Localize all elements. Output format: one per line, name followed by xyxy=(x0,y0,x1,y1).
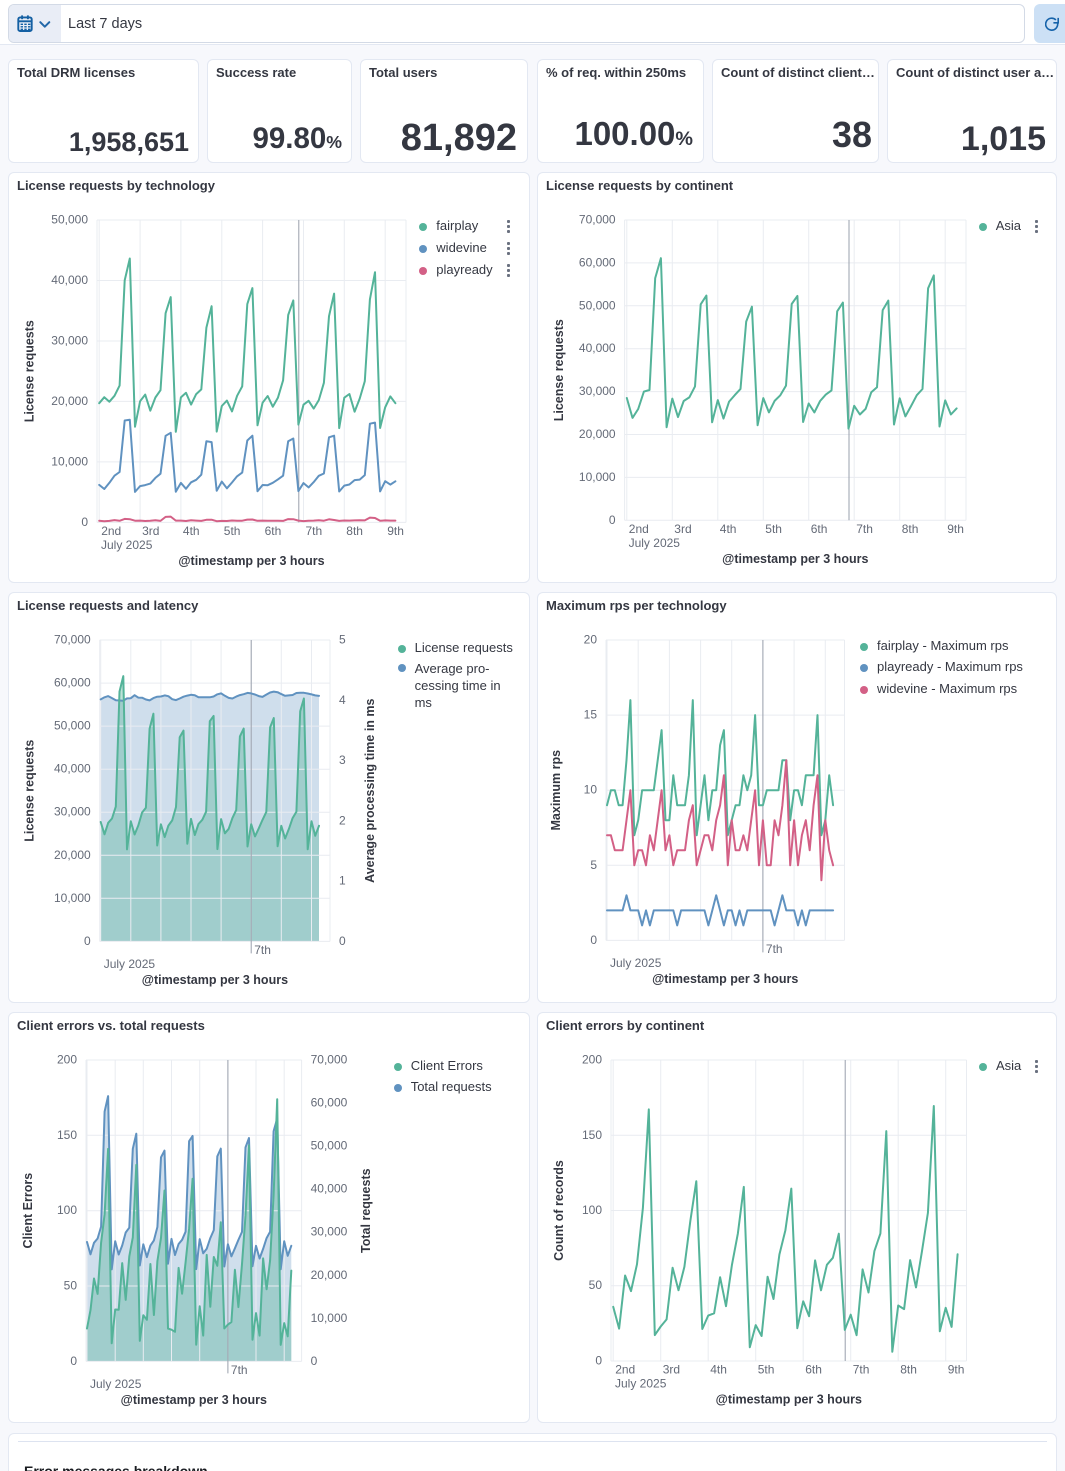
svg-text:6th: 6th xyxy=(265,524,282,538)
svg-text:8th: 8th xyxy=(900,1363,917,1377)
svg-text:70,000: 70,000 xyxy=(579,213,616,227)
svg-text:40,000: 40,000 xyxy=(579,341,616,355)
svg-text:4th: 4th xyxy=(710,1363,727,1377)
svg-text:10,000: 10,000 xyxy=(54,891,91,905)
svg-text:70,000: 70,000 xyxy=(311,1053,348,1067)
svg-text:License requests: License requests xyxy=(23,320,37,422)
svg-text:7th: 7th xyxy=(853,1363,870,1377)
svg-text:@timestamp per 3 hours: @timestamp per 3 hours xyxy=(178,554,324,568)
svg-text:2nd: 2nd xyxy=(101,524,121,538)
svg-text:20,000: 20,000 xyxy=(311,1268,348,1282)
svg-text:2: 2 xyxy=(339,813,346,827)
svg-text:5th: 5th xyxy=(758,1363,775,1377)
svg-text:Count of records: Count of records xyxy=(552,1160,566,1261)
svg-text:5: 5 xyxy=(590,858,597,872)
svg-text:@timestamp per 3 hours: @timestamp per 3 hours xyxy=(121,1393,267,1407)
svg-text:200: 200 xyxy=(582,1053,602,1067)
svg-text:0: 0 xyxy=(590,933,597,947)
svg-text:150: 150 xyxy=(582,1128,602,1142)
svg-text:0: 0 xyxy=(609,513,616,527)
svg-text:10,000: 10,000 xyxy=(311,1311,348,1325)
svg-text:Client Errors: Client Errors xyxy=(21,1173,35,1249)
svg-text:July 2025: July 2025 xyxy=(90,1377,142,1391)
svg-text:50: 50 xyxy=(589,1278,603,1292)
svg-text:60,000: 60,000 xyxy=(311,1096,348,1110)
svg-text:30,000: 30,000 xyxy=(579,384,616,398)
svg-text:10,000: 10,000 xyxy=(579,470,616,484)
svg-text:9th: 9th xyxy=(387,524,404,538)
svg-text:Maximum rps: Maximum rps xyxy=(549,750,563,831)
svg-text:8th: 8th xyxy=(902,522,919,536)
svg-text:3: 3 xyxy=(339,753,346,767)
svg-text:7th: 7th xyxy=(231,1363,248,1377)
svg-text:15: 15 xyxy=(584,708,598,722)
svg-text:@timestamp per 3 hours: @timestamp per 3 hours xyxy=(652,972,798,986)
svg-text:9th: 9th xyxy=(948,1363,965,1377)
svg-text:40,000: 40,000 xyxy=(51,273,88,287)
svg-text:2nd: 2nd xyxy=(629,522,649,536)
svg-text:0: 0 xyxy=(339,934,346,948)
svg-text:10,000: 10,000 xyxy=(51,454,88,468)
svg-text:60,000: 60,000 xyxy=(54,676,91,690)
svg-text:@timestamp per 3 hours: @timestamp per 3 hours xyxy=(716,1393,862,1407)
svg-text:5th: 5th xyxy=(224,524,241,538)
svg-text:20,000: 20,000 xyxy=(579,427,616,441)
svg-text:50,000: 50,000 xyxy=(579,298,616,312)
svg-text:30,000: 30,000 xyxy=(311,1225,348,1239)
svg-text:2nd: 2nd xyxy=(615,1363,635,1377)
svg-text:July 2025: July 2025 xyxy=(629,536,681,550)
svg-text:9th: 9th xyxy=(947,522,964,536)
svg-text:50,000: 50,000 xyxy=(54,719,91,733)
svg-text:150: 150 xyxy=(57,1128,77,1142)
svg-text:0: 0 xyxy=(84,934,91,948)
svg-text:3rd: 3rd xyxy=(674,522,691,536)
svg-text:40,000: 40,000 xyxy=(311,1182,348,1196)
svg-text:Average processing time in ms: Average processing time in ms xyxy=(363,698,377,882)
svg-text:40,000: 40,000 xyxy=(54,762,91,776)
svg-text:20,000: 20,000 xyxy=(51,394,88,408)
svg-text:4th: 4th xyxy=(720,522,737,536)
svg-text:100: 100 xyxy=(582,1203,602,1217)
svg-text:July 2025: July 2025 xyxy=(104,957,156,971)
svg-text:30,000: 30,000 xyxy=(51,334,88,348)
svg-text:July 2025: July 2025 xyxy=(101,538,153,552)
svg-text:20,000: 20,000 xyxy=(54,848,91,862)
svg-text:0: 0 xyxy=(70,1354,77,1368)
svg-text:20: 20 xyxy=(584,633,598,647)
svg-text:200: 200 xyxy=(57,1053,77,1067)
svg-text:@timestamp per 3 hours: @timestamp per 3 hours xyxy=(142,973,288,987)
svg-text:July 2025: July 2025 xyxy=(610,956,662,970)
svg-text:6th: 6th xyxy=(805,1363,822,1377)
svg-text:10: 10 xyxy=(584,783,598,797)
svg-text:30,000: 30,000 xyxy=(54,805,91,819)
svg-text:1: 1 xyxy=(339,874,346,888)
svg-text:70,000: 70,000 xyxy=(54,633,91,647)
svg-text:Total requests: Total requests xyxy=(359,1168,373,1253)
svg-text:60,000: 60,000 xyxy=(579,255,616,269)
svg-text:8th: 8th xyxy=(346,524,363,538)
svg-text:0: 0 xyxy=(311,1354,318,1368)
svg-text:50,000: 50,000 xyxy=(51,213,88,227)
svg-text:50: 50 xyxy=(64,1279,78,1293)
svg-text:0: 0 xyxy=(595,1354,602,1368)
svg-text:July 2025: July 2025 xyxy=(615,1377,667,1391)
svg-text:7th: 7th xyxy=(306,524,323,538)
svg-text:5: 5 xyxy=(339,633,346,647)
svg-text:7th: 7th xyxy=(856,522,873,536)
svg-text:7th: 7th xyxy=(766,942,783,956)
svg-text:50,000: 50,000 xyxy=(311,1139,348,1153)
svg-text:7th: 7th xyxy=(254,943,271,957)
svg-text:0: 0 xyxy=(81,515,88,529)
svg-text:100: 100 xyxy=(57,1203,77,1217)
svg-text:4th: 4th xyxy=(183,524,200,538)
svg-text:@timestamp per 3 hours: @timestamp per 3 hours xyxy=(722,552,868,566)
svg-text:License requests: License requests xyxy=(552,319,566,421)
svg-text:3rd: 3rd xyxy=(142,524,159,538)
svg-text:5th: 5th xyxy=(765,522,782,536)
svg-text:License requests: License requests xyxy=(23,740,37,842)
svg-text:4: 4 xyxy=(339,693,346,707)
svg-text:3rd: 3rd xyxy=(663,1363,680,1377)
svg-text:6th: 6th xyxy=(811,522,828,536)
